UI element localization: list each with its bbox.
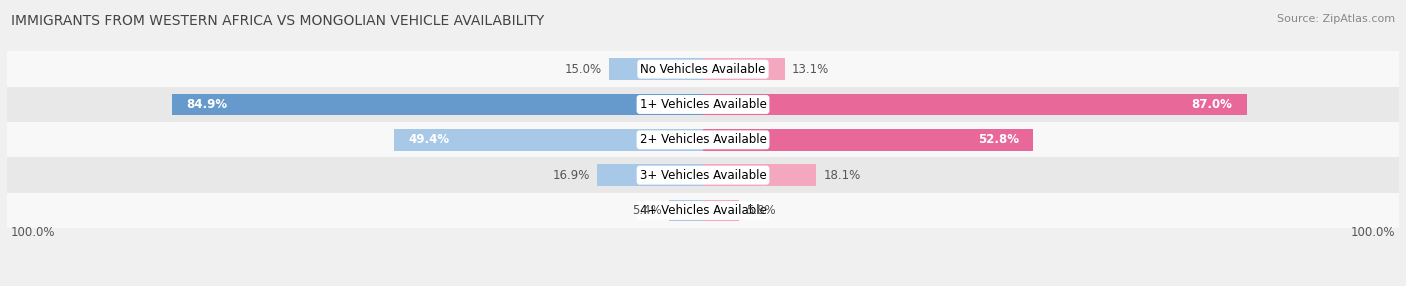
Bar: [609, 58, 703, 80]
Text: 49.4%: 49.4%: [409, 133, 450, 146]
Text: 4+ Vehicles Available: 4+ Vehicles Available: [640, 204, 766, 217]
Bar: [7, 51, 1399, 87]
Bar: [173, 94, 703, 116]
Text: 87.0%: 87.0%: [1192, 98, 1233, 111]
Text: No Vehicles Available: No Vehicles Available: [640, 63, 766, 76]
Text: 52.8%: 52.8%: [977, 133, 1019, 146]
Text: 13.1%: 13.1%: [792, 63, 830, 76]
Bar: [7, 193, 1399, 228]
Bar: [669, 200, 703, 221]
Bar: [598, 164, 703, 186]
Text: Source: ZipAtlas.com: Source: ZipAtlas.com: [1277, 14, 1395, 24]
Text: 5.8%: 5.8%: [747, 204, 776, 217]
Bar: [703, 164, 815, 186]
Text: 2+ Vehicles Available: 2+ Vehicles Available: [640, 133, 766, 146]
Text: 5.4%: 5.4%: [633, 204, 662, 217]
Text: 18.1%: 18.1%: [824, 169, 860, 182]
Bar: [394, 129, 703, 151]
Bar: [7, 87, 1399, 122]
Bar: [703, 129, 1033, 151]
Text: 3+ Vehicles Available: 3+ Vehicles Available: [640, 169, 766, 182]
Bar: [7, 122, 1399, 158]
Text: 1+ Vehicles Available: 1+ Vehicles Available: [640, 98, 766, 111]
Text: 100.0%: 100.0%: [1351, 226, 1395, 239]
Bar: [7, 158, 1399, 193]
Bar: [703, 200, 740, 221]
Text: 16.9%: 16.9%: [553, 169, 591, 182]
Text: 84.9%: 84.9%: [187, 98, 228, 111]
Text: IMMIGRANTS FROM WESTERN AFRICA VS MONGOLIAN VEHICLE AVAILABILITY: IMMIGRANTS FROM WESTERN AFRICA VS MONGOL…: [11, 14, 544, 28]
Text: 100.0%: 100.0%: [11, 226, 55, 239]
Text: 15.0%: 15.0%: [565, 63, 602, 76]
Bar: [703, 94, 1247, 116]
Bar: [703, 58, 785, 80]
